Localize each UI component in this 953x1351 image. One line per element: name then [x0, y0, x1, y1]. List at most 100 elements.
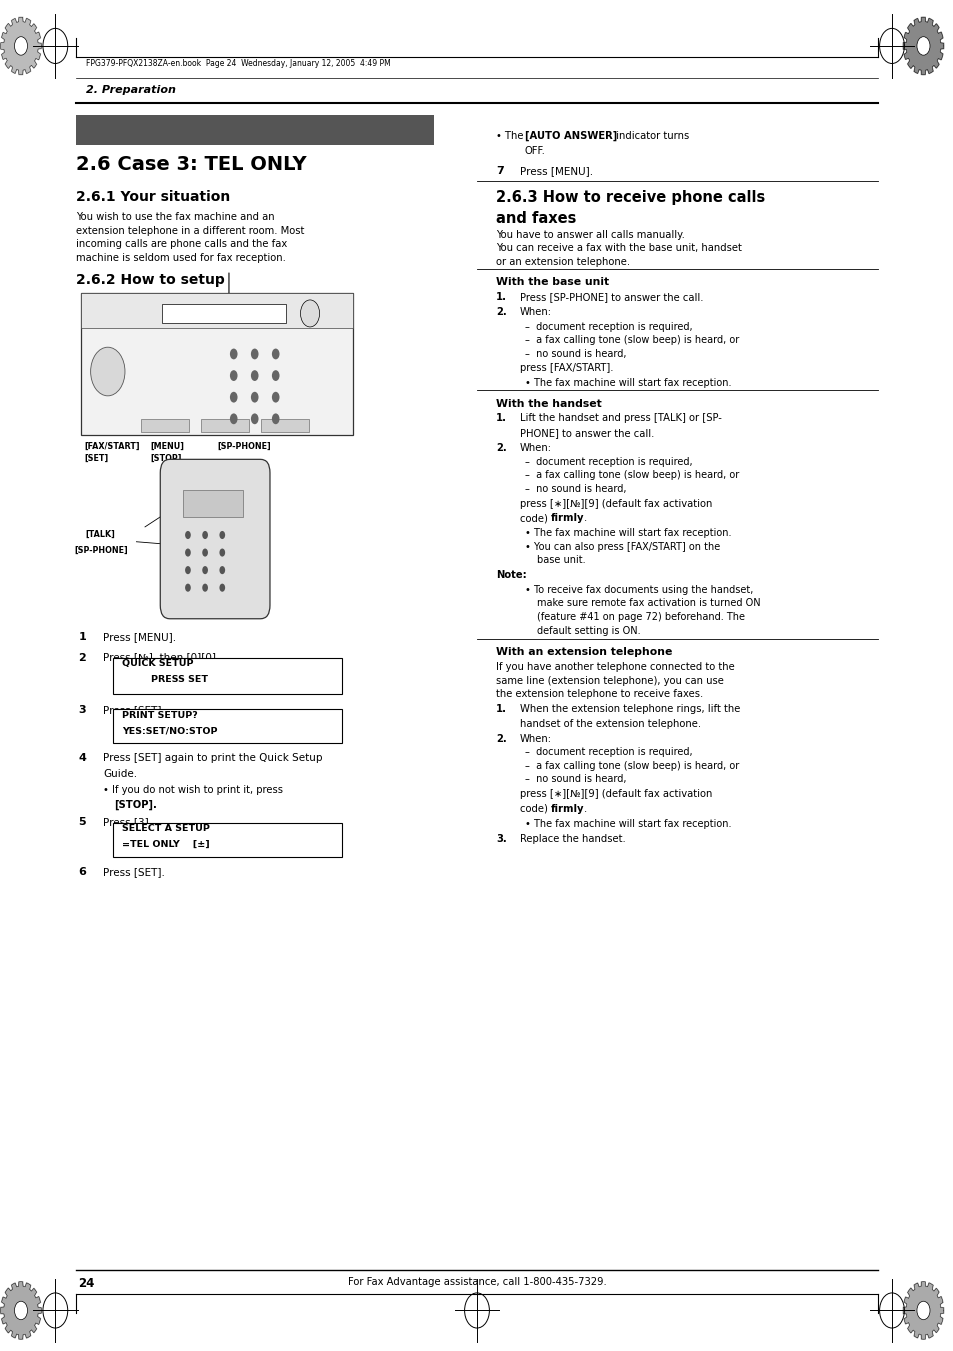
Circle shape [14, 36, 28, 55]
Text: [SP-PHONE]: [SP-PHONE] [217, 442, 271, 451]
Text: 2.6.3 How to receive phone calls: 2.6.3 How to receive phone calls [496, 190, 764, 205]
Text: code): code) [519, 804, 550, 813]
Text: 24: 24 [78, 1277, 94, 1290]
Circle shape [251, 392, 258, 403]
Text: SELECT A SETUP: SELECT A SETUP [122, 824, 210, 834]
Text: If you have another telephone connected to the: If you have another telephone connected … [496, 662, 734, 671]
Text: base unit.: base unit. [537, 555, 585, 565]
Text: Press [3].: Press [3]. [103, 817, 152, 827]
Text: You wish to use the fax machine and an
extension telephone in a different room. : You wish to use the fax machine and an e… [76, 212, 304, 263]
Circle shape [91, 347, 125, 396]
Text: 2.6 Case 3: TEL ONLY: 2.6 Case 3: TEL ONLY [76, 155, 307, 174]
Text: When:: When: [519, 443, 552, 453]
Text: [FAX/START]: [FAX/START] [84, 442, 139, 451]
Text: handset of the extension telephone.: handset of the extension telephone. [519, 719, 700, 728]
Circle shape [251, 349, 258, 359]
FancyBboxPatch shape [160, 459, 270, 619]
Circle shape [272, 370, 279, 381]
Text: [MENU]: [MENU] [151, 442, 185, 451]
Circle shape [300, 300, 319, 327]
Text: –  a fax calling tone (slow beep) is heard, or: – a fax calling tone (slow beep) is hear… [524, 335, 739, 345]
Text: [SET]: [SET] [84, 454, 108, 463]
Text: –  document reception is required,: – document reception is required, [524, 322, 692, 331]
Text: [AUTO ANSWER]: [AUTO ANSWER] [524, 131, 617, 142]
Text: • The fax machine will start fax reception.: • The fax machine will start fax recepti… [524, 528, 730, 538]
Bar [183, 490, 243, 517]
Circle shape [272, 349, 279, 359]
Text: 5: 5 [78, 817, 86, 827]
Polygon shape [902, 18, 943, 74]
Text: 6: 6 [78, 867, 86, 877]
Text: and faxes: and faxes [496, 211, 576, 226]
Polygon shape [1, 1282, 41, 1339]
Text: Press [MENU].: Press [MENU]. [519, 166, 593, 176]
Text: indicator turns: indicator turns [613, 131, 689, 141]
Circle shape [185, 584, 191, 592]
Text: Note:: Note: [496, 570, 526, 580]
Circle shape [272, 392, 279, 403]
Text: code): code) [519, 513, 550, 523]
Text: press [FAX/START].: press [FAX/START]. [519, 363, 613, 373]
Text: Press [SET].: Press [SET]. [103, 867, 165, 877]
Bar [141, 419, 189, 432]
Text: 1: 1 [78, 632, 86, 642]
Text: –  a fax calling tone (slow beep) is heard, or: – a fax calling tone (slow beep) is hear… [524, 761, 739, 770]
Bar [81, 293, 353, 328]
Text: 1.: 1. [496, 704, 507, 713]
Text: 2.: 2. [496, 307, 506, 316]
Text: .: . [583, 804, 586, 813]
Text: 2.6.1 Your situation: 2.6.1 Your situation [76, 190, 231, 204]
Text: 2.: 2. [496, 734, 506, 743]
Text: With the handset: With the handset [496, 399, 601, 408]
Text: [SP-PHONE]: [SP-PHONE] [74, 546, 128, 555]
Text: press [∗][№][9] (default fax activation: press [∗][№][9] (default fax activation [519, 789, 712, 798]
Circle shape [230, 413, 237, 424]
Circle shape [272, 413, 279, 424]
Text: You have to answer all calls manually.: You have to answer all calls manually. [496, 230, 684, 239]
Text: Press [№], then [0][0].: Press [№], then [0][0]. [103, 653, 219, 662]
Text: –  no sound is heard,: – no sound is heard, [524, 774, 625, 784]
Text: 3.: 3. [496, 834, 506, 843]
Circle shape [219, 584, 225, 592]
Text: • To receive fax documents using the handset,: • To receive fax documents using the han… [524, 585, 752, 594]
Text: –  a fax calling tone (slow beep) is heard, or: – a fax calling tone (slow beep) is hear… [524, 470, 739, 480]
Text: press [∗][№][9] (default fax activation: press [∗][№][9] (default fax activation [519, 499, 712, 508]
Text: [STOP].: [STOP]. [114, 800, 157, 811]
Text: When the extension telephone rings, lift the: When the extension telephone rings, lift… [519, 704, 740, 713]
Text: • You can also press [FAX/START] on the: • You can also press [FAX/START] on the [524, 542, 720, 551]
Circle shape [219, 549, 225, 557]
Text: PRINT SETUP?: PRINT SETUP? [122, 711, 197, 720]
Text: 2.: 2. [496, 443, 506, 453]
Text: same line (extension telephone), you can use: same line (extension telephone), you can… [496, 676, 723, 685]
Text: default setting is ON.: default setting is ON. [537, 626, 640, 635]
Text: 2.6.2 How to setup: 2.6.2 How to setup [76, 273, 225, 286]
Circle shape [202, 584, 208, 592]
Text: –  document reception is required,: – document reception is required, [524, 747, 692, 757]
Text: –  no sound is heard,: – no sound is heard, [524, 484, 625, 493]
Text: Lift the handset and press [TALK] or [SP-: Lift the handset and press [TALK] or [SP… [519, 413, 721, 423]
Text: 7: 7 [496, 166, 503, 176]
Text: • The fax machine will start fax reception.: • The fax machine will start fax recepti… [524, 378, 730, 388]
Bar [162, 304, 286, 323]
Text: OFF.: OFF. [524, 146, 545, 155]
Text: • If you do not wish to print it, press: • If you do not wish to print it, press [103, 785, 283, 794]
Circle shape [185, 566, 191, 574]
Text: =TEL ONLY    [±]: =TEL ONLY [±] [122, 840, 210, 850]
Circle shape [14, 1301, 28, 1320]
Text: When:: When: [519, 734, 552, 743]
Text: (feature #41 on page 72) beforehand. The: (feature #41 on page 72) beforehand. The [537, 612, 744, 621]
Circle shape [202, 549, 208, 557]
Bar [112, 709, 341, 743]
Circle shape [916, 36, 929, 55]
Text: Press [SET] again to print the Quick Setup: Press [SET] again to print the Quick Set… [103, 753, 322, 762]
Text: Replace the handset.: Replace the handset. [519, 834, 625, 843]
Text: –  no sound is heard,: – no sound is heard, [524, 349, 625, 358]
Text: • The fax machine will start fax reception.: • The fax machine will start fax recepti… [524, 819, 730, 828]
Bar [112, 658, 341, 694]
Circle shape [251, 370, 258, 381]
Text: Guide.: Guide. [103, 769, 137, 778]
Text: 1.: 1. [496, 292, 507, 301]
Circle shape [202, 566, 208, 574]
Circle shape [185, 549, 191, 557]
Text: or an extension telephone.: or an extension telephone. [496, 257, 630, 266]
